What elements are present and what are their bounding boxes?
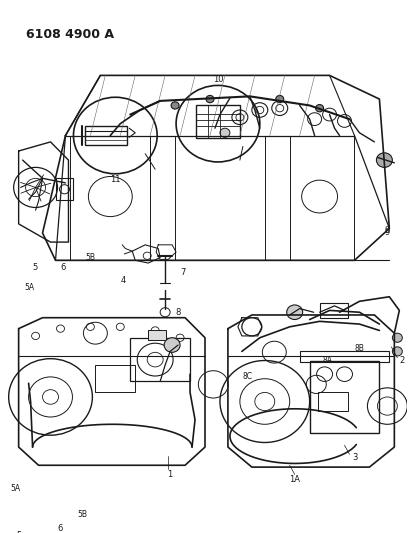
Text: 5A: 5A [11,483,21,492]
Text: 6: 6 [60,263,66,272]
Text: 1A: 1A [289,475,300,484]
Circle shape [392,333,402,342]
Text: 10: 10 [213,76,223,84]
Bar [95,365,135,392]
Bar [130,338,190,382]
Text: 4: 4 [120,276,126,285]
Text: 8C: 8C [243,372,253,381]
Text: 8B: 8B [355,344,364,353]
Circle shape [164,338,180,352]
Text: 8A: 8A [323,356,333,365]
Text: 9: 9 [384,226,390,235]
Circle shape [171,102,179,109]
Circle shape [220,128,230,138]
Text: 11: 11 [110,175,120,184]
Circle shape [276,95,284,103]
Text: 1: 1 [168,470,173,479]
Bar [196,106,240,138]
Text: 8: 8 [175,308,180,317]
Text: 3: 3 [352,454,357,463]
Circle shape [377,153,392,167]
Text: 6108 4900 A: 6108 4900 A [26,28,113,41]
Bar [299,351,389,362]
Text: 5: 5 [33,263,38,272]
Text: 5B: 5B [85,253,95,262]
Circle shape [316,104,324,112]
Text: 5A: 5A [24,283,35,292]
Circle shape [206,95,214,103]
Bar [319,303,348,318]
Text: 9: 9 [384,229,390,238]
Bar [310,360,379,433]
Bar [85,126,127,144]
Text: 7: 7 [180,268,186,277]
Bar [317,392,348,410]
Bar [148,330,166,340]
Text: 5: 5 [16,531,21,533]
Bar [55,179,73,200]
Circle shape [392,347,402,356]
Text: 6: 6 [58,523,63,532]
Text: 5B: 5B [78,510,87,519]
Circle shape [287,305,303,319]
Text: 2: 2 [399,356,405,365]
